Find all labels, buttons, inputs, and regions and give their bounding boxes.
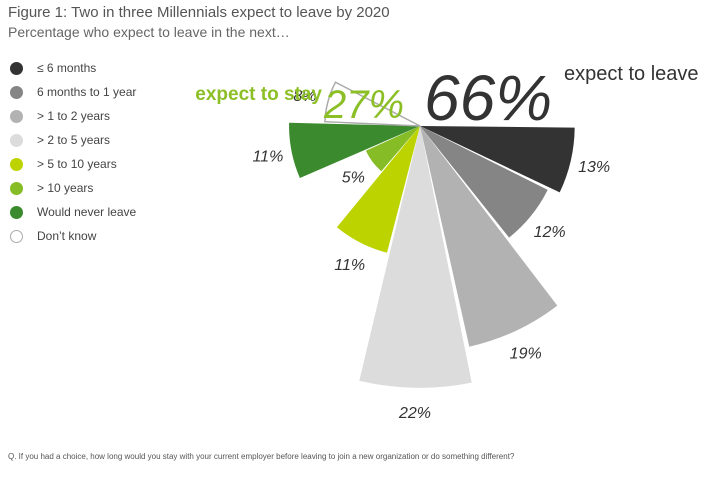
value-label-don-t-know: 8% [293, 88, 316, 105]
wedge-5-to-10-years [336, 126, 420, 253]
wedge-2-to-5-years [359, 126, 472, 388]
value-label-6-months: 13% [578, 159, 610, 176]
legend: ≤ 6 months 6 months to 1 year > 1 to 2 y… [10, 56, 136, 248]
value-label-1-to-2-years: 19% [510, 346, 542, 363]
legend-item-dont-know: Don’t know [10, 224, 136, 248]
legend-swatch [10, 133, 23, 147]
legend-label: > 5 to 10 years [37, 157, 117, 171]
wedge-would-never-leave [289, 122, 420, 178]
wedge-1-to-2-years [420, 126, 558, 347]
value-label-5-to-10-years: 11% [334, 257, 365, 274]
leave-percent: 66% [424, 62, 552, 134]
stay-label: expect to stay [195, 84, 322, 105]
value-label-2-to-5-years: 22% [398, 405, 431, 422]
legend-swatch [10, 181, 23, 195]
legend-label: > 1 to 2 years [37, 109, 111, 123]
legend-item-5-to-10-years: > 5 to 10 years [10, 152, 136, 176]
legend-item-2-to-5-years: > 2 to 5 years [10, 128, 136, 152]
leave-label: expect to leave [564, 63, 699, 85]
legend-label: > 2 to 5 years [37, 133, 111, 147]
legend-swatch [10, 109, 23, 123]
value-label-6-months-to-1-year: 12% [534, 224, 566, 241]
chart-title: Figure 1: Two in three Millennials expec… [8, 4, 390, 21]
legend-label: > 10 years [37, 181, 94, 195]
footnote: Q. If you had a choice, how long would y… [8, 452, 515, 461]
legend-label: Would never leave [37, 205, 137, 219]
legend-swatch [10, 157, 23, 171]
legend-swatch [10, 85, 23, 99]
legend-swatch [10, 61, 23, 75]
legend-item-10-years: > 10 years [10, 176, 136, 200]
wedge-6-months [420, 126, 575, 193]
wedge-10-years [365, 126, 420, 172]
legend-label: ≤ 6 months [37, 61, 97, 75]
legend-item-never-leave: Would never leave [10, 200, 136, 224]
chart-subtitle: Percentage who expect to leave in the ne… [8, 24, 290, 40]
legend-label: 6 months to 1 year [37, 85, 137, 99]
legend-label: Don’t know [37, 229, 97, 243]
value-label-would-never-leave: 11% [252, 149, 283, 166]
value-label-10-years: 5% [342, 169, 365, 186]
stay-percent: 27% [323, 83, 404, 127]
legend-swatch [10, 229, 23, 243]
legend-swatch [10, 205, 23, 219]
wedge-don-t-know [324, 81, 421, 127]
legend-item-6-months-to-1-year: 6 months to 1 year [10, 80, 136, 104]
legend-item-6-months: ≤ 6 months [10, 56, 136, 80]
legend-item-1-to-2-years: > 1 to 2 years [10, 104, 136, 128]
wedge-6-months-to-1-year [420, 126, 548, 238]
